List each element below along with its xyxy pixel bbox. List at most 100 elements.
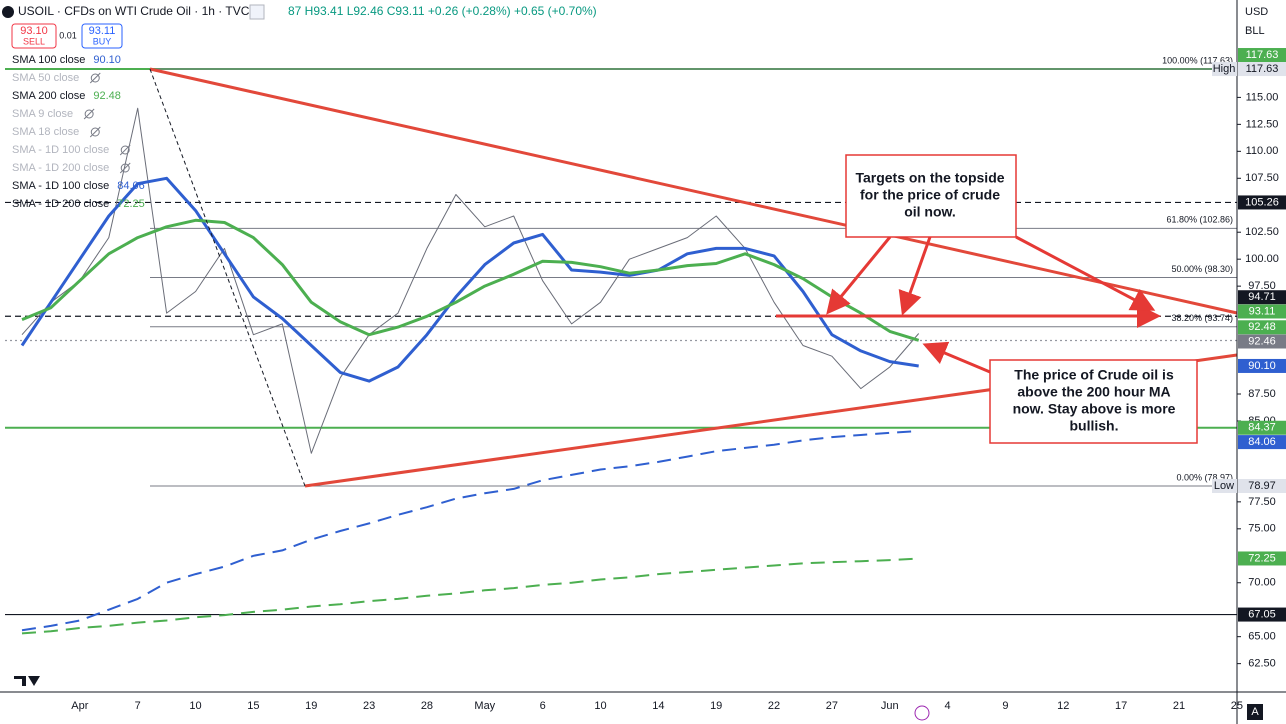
hidden-icon xyxy=(90,127,100,137)
hidden-icon xyxy=(119,162,131,174)
y-tick-label: 115.00 xyxy=(1246,91,1279,103)
x-tick-label: 15 xyxy=(247,700,259,712)
price-badge xyxy=(1238,48,1286,63)
unit[interactable]: BLL xyxy=(1245,25,1265,37)
annotation-text: Targets on the topside xyxy=(855,170,1004,186)
x-tick-label: 27 xyxy=(826,700,838,712)
price-badge xyxy=(1238,420,1286,435)
y-tick-label: 97.50 xyxy=(1248,280,1276,292)
x-tick-label: 23 xyxy=(363,700,375,712)
x-tick-label: 25 xyxy=(1231,700,1243,712)
fib-label: 38.20% (93.74) xyxy=(1171,313,1233,323)
legend-value: 90.10 xyxy=(93,54,121,66)
legend-value: 84.06 xyxy=(117,180,145,192)
price-badge-label: 94.71 xyxy=(1248,291,1276,303)
time-axis xyxy=(0,692,1286,724)
x-tick-label: 22 xyxy=(768,700,780,712)
y-tick-label: 107.50 xyxy=(1245,172,1279,184)
symbol-title: USOIL · CFDs on WTI Crude Oil · 1h · TVC xyxy=(18,4,250,18)
arrow xyxy=(826,236,892,315)
symbol-icon xyxy=(2,6,14,18)
y-tick-label: 102.50 xyxy=(1245,226,1279,238)
series-line xyxy=(21,430,919,632)
annotation-text: for the price of crude xyxy=(860,187,1000,203)
price-tag xyxy=(1212,62,1237,77)
x-tick-label: 21 xyxy=(1173,700,1185,712)
tv-logo xyxy=(14,676,40,686)
price-badge-label: 92.46 xyxy=(1248,335,1276,347)
hidden-icon xyxy=(89,72,101,84)
legend-name: SMA 100 close xyxy=(12,54,85,66)
price-badge-label: 90.10 xyxy=(1248,360,1276,372)
hidden-icon xyxy=(120,163,130,173)
hidden-icon xyxy=(89,126,101,138)
price-badge-label: 117.63 xyxy=(1246,49,1279,61)
fib-label: 61.80% (102.86) xyxy=(1166,215,1233,225)
legend-name: SMA - 1D 100 close xyxy=(12,180,109,192)
event-icon[interactable] xyxy=(914,705,930,721)
ohlc: 87 H93.41 L92.46 C93.11 +0.26 (+0.28%) +… xyxy=(288,4,597,18)
buy-label: BUY xyxy=(93,36,112,46)
x-tick-label: 7 xyxy=(135,700,141,712)
y-tick-label: 87.50 xyxy=(1248,388,1276,400)
price-badge xyxy=(1238,478,1286,493)
y-tick-label: 75.00 xyxy=(1248,523,1276,535)
annotation-text: above the 200 hour MA xyxy=(1017,384,1170,400)
y-tick-label: 62.50 xyxy=(1248,658,1276,670)
x-tick-label: 10 xyxy=(189,700,201,712)
price-badge-label: 93.11 xyxy=(1249,305,1276,317)
x-tick-label: May xyxy=(474,700,495,712)
x-tick-label: 19 xyxy=(305,700,317,712)
annotation-text: bullish. xyxy=(1070,418,1119,434)
price-badge-label: 67.05 xyxy=(1248,608,1276,620)
legend-name: SMA 50 close xyxy=(12,72,79,84)
price-badge-label: 84.37 xyxy=(1248,422,1276,434)
price-badge xyxy=(1238,358,1286,373)
series-line xyxy=(20,176,919,383)
hidden-icon xyxy=(90,73,100,83)
auto-button[interactable] xyxy=(1247,704,1263,720)
spread: 0.01 xyxy=(59,30,77,40)
buy-price: 93.11 xyxy=(89,25,116,37)
legend-name: SMA - 1D 200 close xyxy=(12,162,109,174)
legend-value: 92.48 xyxy=(93,90,121,102)
y-tick-label: 77.50 xyxy=(1248,496,1276,508)
price-badge xyxy=(1238,290,1286,305)
price-badge xyxy=(1238,304,1286,319)
annotation-box xyxy=(845,154,1017,238)
arrow xyxy=(922,341,991,374)
sell-price: 93.10 xyxy=(20,25,48,37)
price-badge xyxy=(1238,320,1286,335)
x-tick-label: 17 xyxy=(1115,700,1127,712)
menu-icon[interactable] xyxy=(249,4,265,20)
legend-name: SMA - 1D 200 close xyxy=(12,198,109,210)
y-tick-label: 112.50 xyxy=(1246,118,1279,130)
trend-line xyxy=(149,67,1238,315)
currency[interactable]: USD xyxy=(1245,6,1268,18)
annotation-text: oil now. xyxy=(904,204,956,220)
price-tag-label: High xyxy=(1213,63,1236,75)
annotation-box xyxy=(989,359,1198,444)
price-badge xyxy=(1238,195,1286,210)
y-tick-label: 65.00 xyxy=(1248,631,1276,643)
hidden-icon xyxy=(119,144,131,156)
x-tick-label: 19 xyxy=(710,700,722,712)
price-badge-label: 105.26 xyxy=(1245,196,1279,208)
price-badge-label: 84.06 xyxy=(1248,436,1276,448)
hidden-icon xyxy=(120,145,130,155)
hidden-icon xyxy=(83,108,95,120)
price-badge-label: 72.25 xyxy=(1248,552,1276,564)
x-tick-label: 28 xyxy=(421,700,433,712)
price-badge xyxy=(1238,551,1286,566)
annotation-text: now. Stay above is more xyxy=(1013,401,1176,417)
x-tick-label: 14 xyxy=(652,700,664,712)
hidden-icon xyxy=(84,109,94,119)
buy-button[interactable] xyxy=(81,23,123,49)
legend-name: SMA - 1D 100 close xyxy=(12,144,109,156)
price-tag xyxy=(1212,478,1237,493)
y-tick-label: 110.00 xyxy=(1246,145,1279,157)
arrow xyxy=(898,236,932,316)
sell-button[interactable] xyxy=(11,23,57,49)
